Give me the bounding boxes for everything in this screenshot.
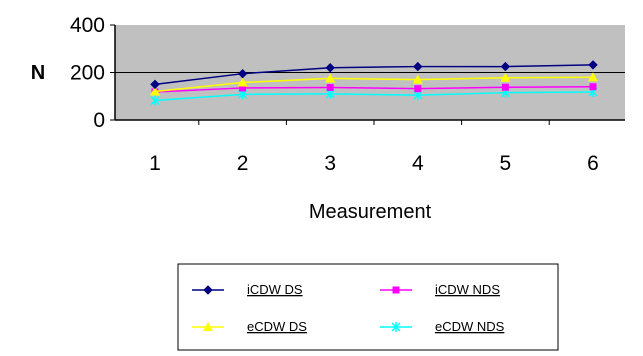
y-tick-label: 400 xyxy=(70,14,105,37)
legend-label: eCDW DS xyxy=(247,319,307,334)
legend-entry: eCDW NDS xyxy=(380,319,505,334)
legend-label: eCDW NDS xyxy=(435,319,505,334)
legend-marker xyxy=(203,285,213,295)
data-point xyxy=(150,86,160,96)
data-point xyxy=(589,83,597,91)
data-point xyxy=(326,83,334,91)
data-point xyxy=(325,73,336,83)
data-point xyxy=(414,85,422,93)
series-line xyxy=(154,76,594,93)
y-tick-label: 0 xyxy=(93,109,105,132)
series-icdw-ds xyxy=(150,60,598,90)
series-line xyxy=(154,64,594,86)
data-point xyxy=(150,79,160,90)
legend-label: iCDW DS xyxy=(247,282,303,297)
legend-marker xyxy=(203,322,213,331)
data-point xyxy=(500,61,511,72)
x-tick-label: 4 xyxy=(412,152,424,175)
legend-box xyxy=(177,263,559,351)
data-point xyxy=(237,68,248,79)
data-point xyxy=(150,95,160,106)
legend-label: iCDW NDS xyxy=(435,282,500,297)
x-tick-label: 6 xyxy=(587,152,599,175)
x-tick-label: 3 xyxy=(324,152,336,175)
data-point xyxy=(325,63,335,73)
legend-marker xyxy=(391,322,401,332)
series-line xyxy=(154,91,594,102)
data-point xyxy=(413,61,423,72)
series-ecdw-ds xyxy=(150,72,598,96)
legend-entry: eCDW DS xyxy=(192,319,307,334)
legend-entry: iCDW NDS xyxy=(380,282,500,297)
legend-layer: iCDW DS iCDW NDS eCDW DS eCDW NDS xyxy=(192,282,505,334)
data-point xyxy=(588,72,598,82)
x-tick-label: 1 xyxy=(149,152,161,175)
series-line xyxy=(154,86,594,93)
y-axis-label: N xyxy=(31,62,45,84)
data-point xyxy=(500,72,511,82)
legend-marker xyxy=(392,286,400,294)
x-tick-label: 5 xyxy=(500,152,512,175)
y-tick-label: 200 xyxy=(70,62,105,85)
x-axis-label: Measurement xyxy=(309,201,432,223)
data-point xyxy=(588,60,598,70)
data-point xyxy=(501,83,509,91)
data-point xyxy=(237,77,248,87)
data-point xyxy=(239,84,247,92)
tick-layer: 0 200 400 1 2 3 4 5 6 xyxy=(70,14,599,175)
data-point xyxy=(412,74,423,84)
series-layer xyxy=(150,60,598,106)
legend-entry: iCDW DS xyxy=(192,282,303,297)
x-tick-label: 2 xyxy=(237,152,249,175)
